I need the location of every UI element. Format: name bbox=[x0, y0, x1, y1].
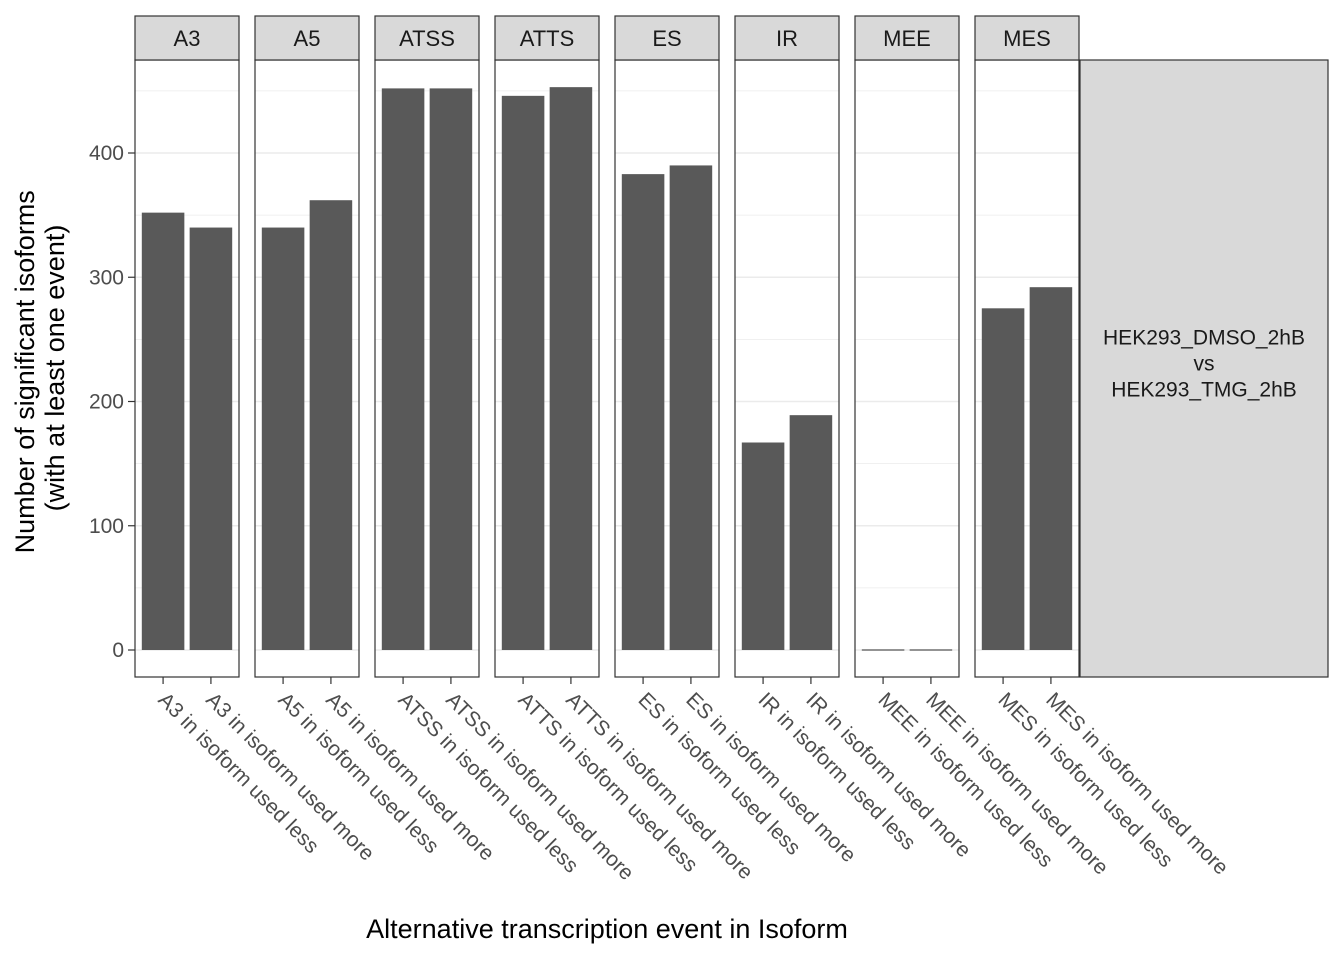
comparison-strip-line-2: vs bbox=[1194, 353, 1215, 376]
y-axis-title: Number of significant isoforms (with at … bbox=[10, 183, 70, 554]
bar-es-less bbox=[621, 174, 665, 650]
y-tick-label: 400 bbox=[89, 142, 124, 165]
panel-background bbox=[855, 60, 959, 677]
facet-strip-label: MEE bbox=[883, 26, 931, 51]
facet-es: ES bbox=[614, 15, 720, 678]
facet-a3: A3 bbox=[134, 15, 240, 678]
y-axis-title-line-2: (with at least one event) bbox=[40, 225, 70, 512]
comparison-strip-line-1: HEK293_DMSO_2hB bbox=[1103, 327, 1305, 350]
y-tick-label: 0 bbox=[112, 639, 124, 662]
comparison-strip-line-3: HEK293_TMG_2hB bbox=[1111, 379, 1297, 402]
facet-strip bbox=[254, 15, 360, 61]
bar-ir-more bbox=[789, 415, 833, 650]
y-axis-title-line-1: Number of significant isoforms bbox=[10, 190, 40, 553]
facet-strip-label: ATTS bbox=[520, 26, 575, 51]
x-axis-title: Alternative transcription event in Isofo… bbox=[366, 914, 848, 944]
facet-strip bbox=[974, 15, 1080, 61]
y-axis: 0 100 200 300 400 bbox=[89, 142, 135, 662]
facet-strip-label: ES bbox=[652, 26, 681, 51]
facet-mes: MES bbox=[974, 15, 1080, 678]
bar-a3-less bbox=[141, 212, 185, 650]
y-tick-label: 100 bbox=[89, 515, 124, 538]
facet-strip-label: A3 bbox=[174, 26, 201, 51]
y-tick-label: 300 bbox=[89, 266, 124, 289]
bar-a3-more bbox=[189, 227, 233, 651]
bar-mes-more bbox=[1029, 287, 1073, 650]
facet-panels: A3 A5 ATSS ATTS ES IR MEE MES bbox=[134, 15, 1080, 678]
bar-atts-less bbox=[501, 95, 545, 651]
facet-strip bbox=[134, 15, 240, 61]
facet-mee: MEE bbox=[854, 15, 960, 678]
facet-strip bbox=[374, 15, 480, 61]
facet-strip-label: IR bbox=[776, 26, 798, 51]
bar-atss-less bbox=[381, 88, 425, 650]
facet-strip-label: MES bbox=[1003, 26, 1051, 51]
facet-ir: IR bbox=[734, 15, 840, 678]
facet-atts: ATTS bbox=[494, 15, 600, 678]
bar-a5-less bbox=[261, 227, 305, 651]
facet-atss: ATSS bbox=[374, 15, 480, 678]
facet-strip bbox=[854, 15, 960, 61]
facet-strip-label: ATSS bbox=[399, 26, 455, 51]
facet-a5: A5 bbox=[254, 15, 360, 678]
bar-atts-more bbox=[549, 87, 593, 650]
facet-strip bbox=[614, 15, 720, 61]
facet-strip-label: A5 bbox=[294, 26, 321, 51]
y-tick-label: 200 bbox=[89, 391, 124, 414]
facet-strip bbox=[494, 15, 600, 61]
bar-ir-less bbox=[741, 442, 785, 650]
bar-atss-more bbox=[429, 88, 473, 650]
comparison-strip-background bbox=[1079, 59, 1329, 678]
bar-es-more bbox=[669, 165, 713, 651]
facet-strip bbox=[734, 15, 840, 61]
bar-a5-more bbox=[309, 200, 353, 650]
bar-mes-less bbox=[981, 308, 1025, 650]
